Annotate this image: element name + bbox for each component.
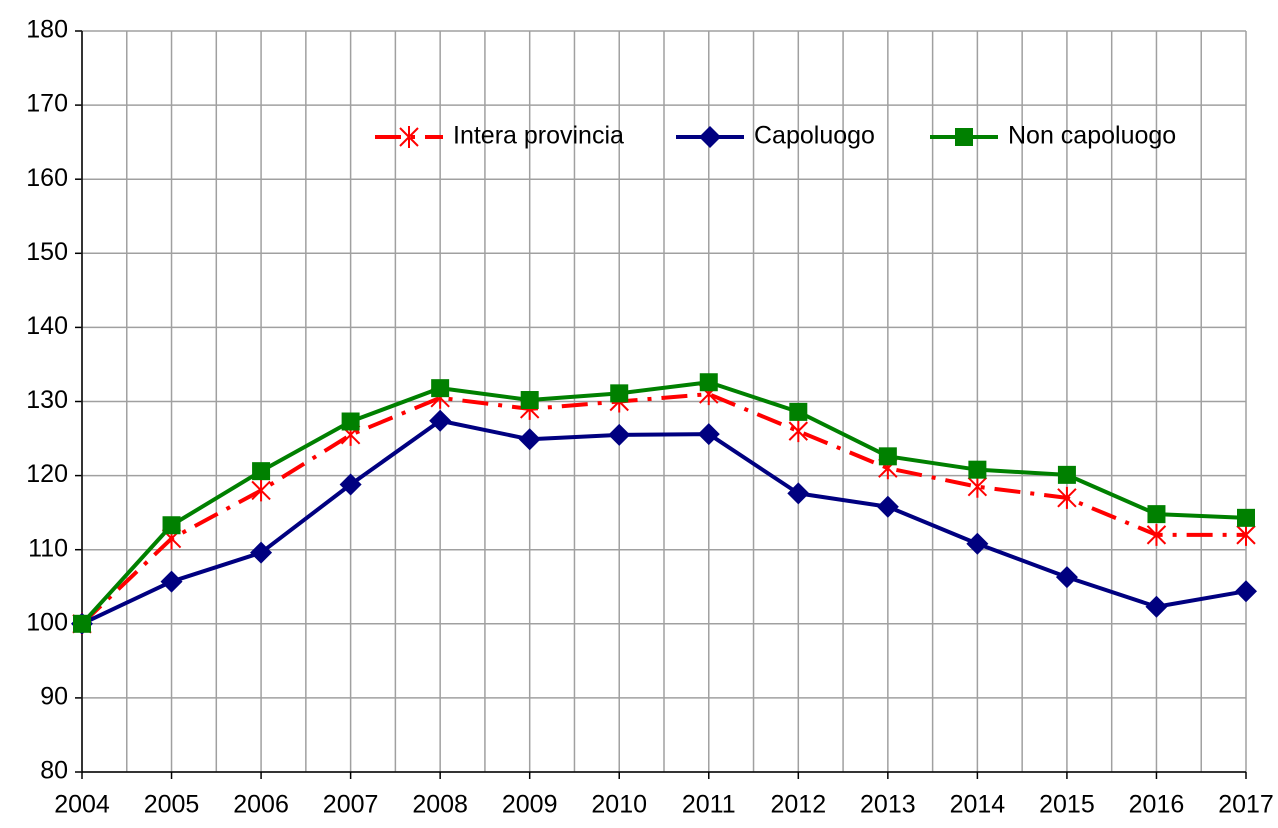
y-tick-label: 100 [26,608,68,636]
series-line [81,418,1247,626]
data-point [431,379,450,398]
data-point [73,614,91,633]
data-point [1237,508,1255,527]
data-point [162,516,181,535]
data-point [520,391,539,410]
series-line [80,392,1246,626]
data-point [967,475,988,498]
x-tick-label: 2006 [233,791,289,819]
data-point [1236,523,1256,546]
y-tick-label: 110 [28,534,68,562]
series-line [80,380,1247,626]
data-point [699,373,718,392]
legend-marker [699,126,721,148]
data-point [608,423,631,446]
x-tick-label: 2017 [1218,791,1274,819]
data-point [1146,523,1167,546]
data-point [160,570,183,593]
y-tick-label: 120 [26,460,68,488]
x-tick-label: 2005 [144,791,200,819]
data-point [518,428,541,451]
x-tick-label: 2015 [1039,791,1095,819]
x-tick-label: 2014 [950,791,1006,819]
data-point [789,402,808,421]
data-point [1057,486,1077,509]
x-tick-label: 2010 [591,791,647,819]
data-point [339,473,362,496]
legend-label: Capoluogo [754,122,875,150]
data-point [787,482,810,505]
x-tick-label: 2007 [323,791,379,819]
data-point [1055,566,1078,589]
data-point [341,412,360,431]
x-tick-label: 2011 [682,791,736,819]
legend-marker [399,126,419,148]
data-point [252,462,271,481]
x-tick-label: 2009 [502,791,558,819]
y-tick-label: 150 [26,238,68,266]
y-tick-label: 160 [26,164,68,192]
y-tick-label: 80 [40,757,68,785]
data-point [876,495,899,518]
y-tick-label: 130 [26,386,68,414]
data-point [251,479,271,502]
data-point [1235,580,1257,603]
x-tick-label: 2012 [770,791,826,819]
data-point [968,460,987,479]
data-point [1145,595,1168,618]
data-point [429,409,452,432]
data-point [697,423,720,446]
data-point [878,447,897,466]
y-tick-label: 170 [26,90,68,118]
x-tick-label: 2013 [860,791,916,819]
data-point [966,532,989,555]
x-tick-label: 2004 [54,791,110,819]
y-tick-label: 90 [40,683,68,711]
y-tick-label: 140 [26,312,68,340]
data-point [1057,465,1076,484]
y-tick-label: 180 [26,16,68,44]
x-tick-label: 2016 [1129,791,1185,819]
data-point [1147,505,1166,524]
legend-label: Non capoluogo [1008,122,1176,150]
data-point [610,384,629,403]
x-tick-label: 2008 [412,791,468,819]
legend-label: Intera provincia [453,122,624,150]
legend-marker [955,128,973,146]
data-point [788,420,809,443]
data-point [250,541,273,564]
